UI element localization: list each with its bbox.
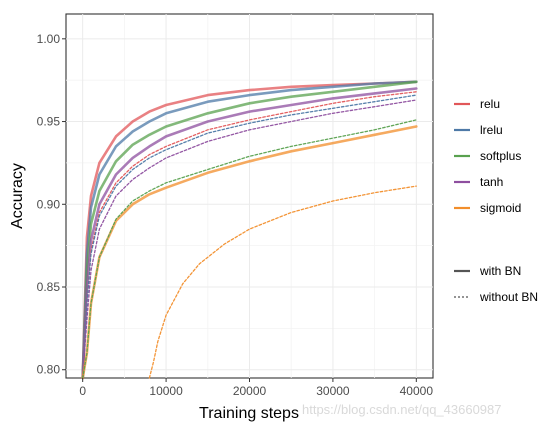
series-line-relu-with-bn xyxy=(81,80,418,380)
x-tick-label: 40000 xyxy=(400,384,434,398)
series-line-tanh-with-bn xyxy=(81,87,418,380)
legend-bn: with BN without BN xyxy=(454,264,538,304)
series-line-lrelu-with-bn xyxy=(81,80,418,380)
y-tick-label: 0.90 xyxy=(37,197,61,211)
legend-label-softplus: softplus xyxy=(480,149,521,163)
y-tick-label: 1.00 xyxy=(37,32,61,46)
legend-label-without-bn: without BN xyxy=(479,290,538,304)
series-line-tanh-without-bn xyxy=(82,99,417,379)
x-tick-label: 30000 xyxy=(316,384,350,398)
series-line-softplus-without-bn xyxy=(82,119,417,379)
y-tick-label: 0.95 xyxy=(37,115,61,129)
major-grid xyxy=(66,14,433,378)
legend-label-lrelu: lrelu xyxy=(480,123,503,137)
series-line-sigmoid-without-bn xyxy=(148,185,417,379)
y-tick-label: 0.80 xyxy=(37,363,61,377)
series-line-relu-without-bn xyxy=(82,91,417,379)
series-layer xyxy=(81,80,418,380)
series-line-lrelu-without-bn xyxy=(82,94,417,379)
legend-activation: relu lrelu softplus tanh sigmoid xyxy=(454,97,521,215)
x-tick-label: 10000 xyxy=(149,384,183,398)
y-tick-label: 0.85 xyxy=(37,280,61,294)
x-axis: 0 10000 20000 30000 40000 xyxy=(79,378,433,398)
legend-label-with-bn: with BN xyxy=(479,264,521,278)
y-axis-title: Accuracy xyxy=(9,163,26,229)
legend-label-sigmoid: sigmoid xyxy=(480,201,521,215)
legend-label-tanh: tanh xyxy=(480,175,503,189)
legend-label-relu: relu xyxy=(480,97,500,111)
x-axis-title: Training steps xyxy=(199,405,299,422)
x-tick-label: 0 xyxy=(79,384,86,398)
series-line-softplus-with-bn xyxy=(81,80,418,380)
x-tick-label: 20000 xyxy=(233,384,267,398)
watermark: https://blog.csdn.net/qq_43660987 xyxy=(302,402,502,417)
y-axis: 0.80 0.85 0.90 0.95 1.00 xyxy=(37,32,66,377)
